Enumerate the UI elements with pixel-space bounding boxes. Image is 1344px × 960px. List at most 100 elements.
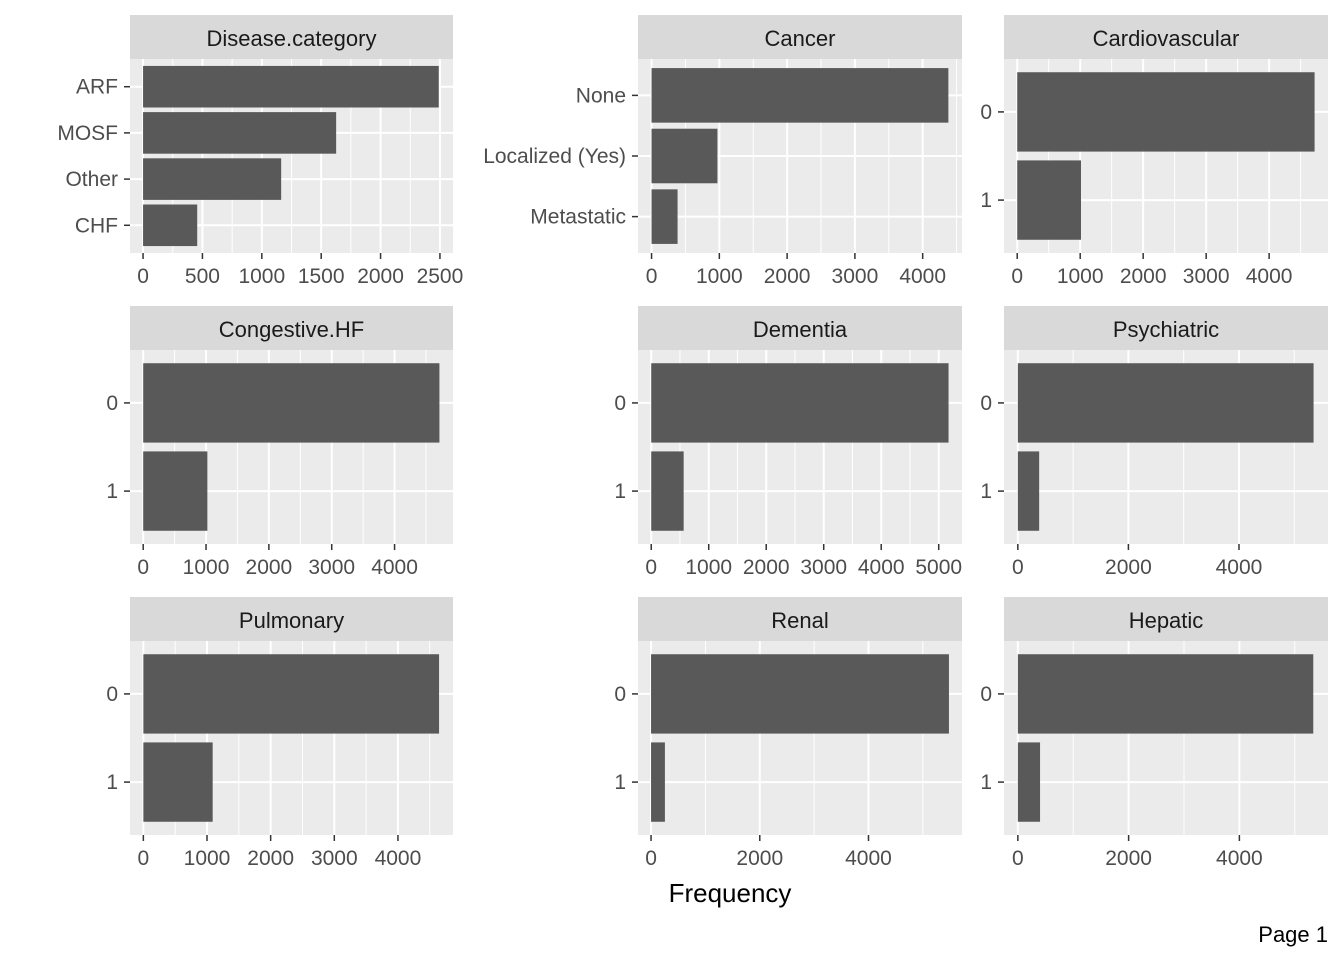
panel-title: Hepatic	[1129, 608, 1204, 633]
x-tick-label: 0	[138, 847, 150, 870]
panel-title: Psychiatric	[1113, 317, 1219, 342]
y-tick-label: 1	[106, 771, 118, 794]
y-tick-label: 0	[980, 683, 992, 706]
y-tick-label: Metastatic	[530, 206, 626, 229]
bar-cancer-localized-yes	[651, 128, 718, 184]
x-tick-label: 0	[1012, 556, 1024, 579]
x-tick-label: 1000	[1057, 265, 1104, 288]
x-tick-label: 3000	[308, 556, 355, 579]
bar-renal-0	[651, 654, 949, 734]
bar-dementia-0	[651, 363, 949, 443]
y-tick-label: 1	[614, 480, 626, 503]
x-tick-label: 2000	[246, 556, 293, 579]
x-tick-label: 0	[1012, 847, 1024, 870]
x-tick-label: 3000	[832, 265, 879, 288]
x-tick-label: 1000	[685, 556, 732, 579]
y-tick-label: 0	[980, 392, 992, 415]
x-tick-label: 1500	[298, 265, 345, 288]
y-tick-label: CHF	[75, 214, 118, 237]
x-tick-label: 0	[137, 265, 149, 288]
x-tick-label: 1000	[183, 556, 230, 579]
page-label: Page 1	[1258, 922, 1328, 947]
y-tick-label: 1	[980, 189, 992, 212]
panel-title: Cancer	[765, 26, 836, 51]
x-tick-label: 2000	[1120, 265, 1167, 288]
y-tick-label: 0	[980, 101, 992, 124]
x-tick-label: 1000	[696, 265, 743, 288]
panel-disease-category: Disease.category 0 500 1000 1500 2000 2500 ARF M…	[57, 15, 463, 288]
bar-renal-1	[651, 742, 665, 822]
x-axis-label: Frequency	[669, 878, 792, 908]
bar-cancer-none	[651, 68, 949, 123]
y-tick-label: 0	[614, 392, 626, 415]
x-tick-label: 2500	[417, 265, 464, 288]
x-tick-label: 3000	[1183, 265, 1230, 288]
y-tick-label: 1	[614, 771, 626, 794]
bar-hepatic-1	[1017, 742, 1041, 822]
x-tick-label: 2000	[357, 265, 404, 288]
x-tick-label: 0	[645, 556, 657, 579]
x-tick-label: 3000	[311, 847, 358, 870]
bar-disease-category-chf	[143, 204, 198, 247]
panel-strip	[130, 15, 453, 59]
y-tick-label: 1	[980, 771, 992, 794]
panel-dementia: Dementia 0 1000 2000 3000 4000 5000 0 1	[614, 306, 962, 579]
y-tick-label: 1	[980, 480, 992, 503]
panel-pulmonary: Pulmonary 0 1000 2000 3000 4000 0 1	[106, 597, 453, 870]
x-tick-label: 0	[646, 265, 658, 288]
bar-hepatic-0	[1017, 654, 1314, 734]
x-tick-label: 2000	[1105, 556, 1152, 579]
x-tick-label: 0	[645, 847, 657, 870]
x-tick-label: 1000	[184, 847, 231, 870]
bar-dementia-1	[651, 451, 684, 531]
panel-title: Renal	[771, 608, 828, 633]
panel-title: Dementia	[753, 317, 848, 342]
panel-strip	[638, 15, 962, 59]
y-tick-label: 0	[106, 683, 118, 706]
bar-congestive-hf-1	[143, 451, 208, 531]
panel-title: Disease.category	[207, 26, 377, 51]
panel-renal: Renal 0 2000 4000 0 1	[614, 597, 962, 870]
y-tick-label: Localized (Yes)	[483, 145, 626, 168]
x-tick-label: 4000	[1216, 847, 1263, 870]
y-tick-label: 0	[614, 683, 626, 706]
bar-psychiatric-1	[1017, 451, 1040, 531]
panel-strip	[130, 306, 453, 350]
panel-cardiovascular: Cardiovascular 0 1000 2000 3000 4000 0 1	[980, 15, 1328, 288]
x-tick-label: 4000	[1216, 556, 1263, 579]
x-tick-label: 500	[185, 265, 220, 288]
x-tick-label: 1000	[238, 265, 285, 288]
panel-strip	[1004, 15, 1328, 59]
bar-pulmonary-1	[143, 742, 213, 822]
x-tick-label: 4000	[845, 847, 892, 870]
y-tick-label: MOSF	[57, 122, 118, 145]
y-tick-label: None	[576, 84, 626, 107]
bar-disease-category-arf	[143, 65, 439, 108]
x-tick-label: 2000	[764, 265, 811, 288]
panel-strip	[1004, 306, 1328, 350]
bar-psychiatric-0	[1017, 363, 1314, 443]
bar-cancer-metastatic	[651, 189, 678, 244]
x-tick-label: 4000	[858, 556, 905, 579]
bar-disease-category-other	[143, 158, 282, 200]
panel-congestive-hf: Congestive.HF 0 1000 2000 3000 4000 0 1	[106, 306, 453, 579]
bar-cardiovascular-1	[1017, 160, 1082, 240]
y-tick-label: 1	[106, 480, 118, 503]
panel-psychiatric: Psychiatric 0 2000 4000 0 1	[980, 306, 1328, 579]
y-tick-label: Other	[65, 168, 118, 191]
x-tick-label: 4000	[371, 556, 418, 579]
y-tick-label: 0	[106, 392, 118, 415]
bar-cardiovascular-0	[1017, 72, 1315, 152]
x-tick-label: 3000	[800, 556, 847, 579]
x-tick-label: 2000	[1105, 847, 1152, 870]
panel-title: Pulmonary	[239, 608, 344, 633]
x-tick-label: 4000	[1246, 265, 1293, 288]
bar-disease-category-mosf	[143, 112, 337, 154]
y-tick-label: ARF	[76, 76, 118, 99]
panel-strip	[1004, 597, 1328, 641]
x-tick-label: 2000	[736, 847, 783, 870]
panel-strip	[638, 306, 962, 350]
bar-pulmonary-0	[143, 654, 440, 734]
